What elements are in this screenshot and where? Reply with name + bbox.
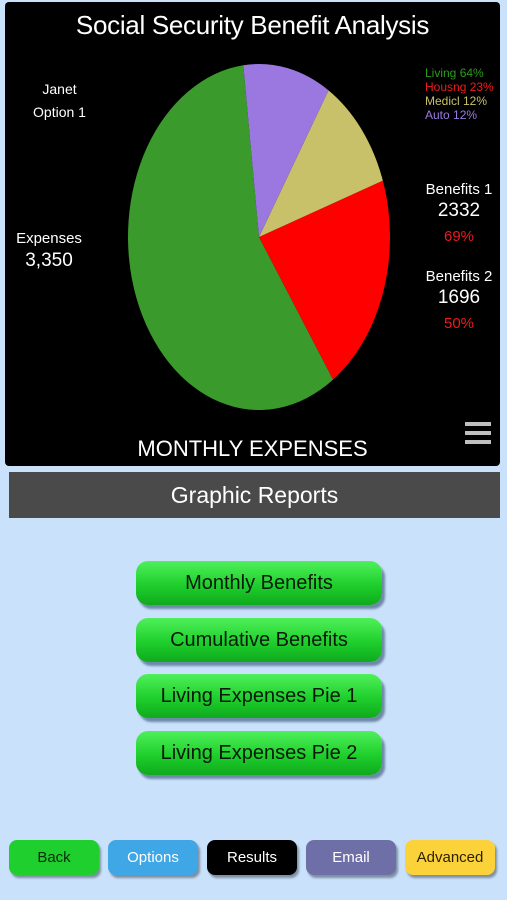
expenses-label: Expenses — [16, 230, 82, 247]
pie-slice-medicl — [259, 90, 383, 237]
benefits-2-label: Benefits 2 — [425, 268, 493, 285]
section-header: Graphic Reports — [9, 472, 500, 518]
benefits-1-label: Benefits 1 — [425, 181, 493, 198]
benefits-2-percent: 50% — [443, 315, 475, 332]
menu-icon-line — [465, 440, 491, 444]
user-name: Janet — [42, 81, 77, 97]
monthly-benefits-button[interactable]: Monthly Benefits — [136, 561, 382, 605]
menu-icon-line — [465, 422, 491, 426]
cumulative-benefits-button[interactable]: Cumulative Benefits — [136, 618, 382, 662]
legend-item-medical: Medicl 12% — [425, 94, 488, 108]
expenses-value: 3,350 — [25, 250, 73, 271]
pie-slice-living — [128, 65, 334, 410]
email-button[interactable]: Email — [306, 840, 396, 875]
back-button[interactable]: Back — [9, 840, 99, 875]
advanced-button[interactable]: Advanced — [405, 840, 495, 875]
options-button[interactable]: Options — [108, 840, 198, 875]
chart-caption: MONTHLY EXPENSES — [137, 436, 368, 461]
expenses-pie-chart — [128, 63, 390, 410]
benefits-1-value: 2332 — [437, 200, 481, 221]
pie-slice-housng — [259, 180, 390, 380]
chart-legend: Living 64% Housng 23% Medicl 12% Auto 12… — [425, 66, 494, 122]
benefits-1-block: Benefits 1 2332 69% — [423, 181, 495, 245]
page-title: Social Security Benefit Analysis — [75, 10, 430, 40]
living-expenses-pie-2-button[interactable]: Living Expenses Pie 2 — [136, 731, 382, 775]
menu-icon-line — [465, 431, 491, 435]
benefits-2-value: 1696 — [437, 287, 481, 308]
hamburger-menu-icon[interactable] — [465, 422, 491, 448]
benefits-2-block: Benefits 2 1696 50% — [423, 268, 495, 332]
legend-item-housing: Housng 23% — [425, 80, 494, 94]
legend-item-living: Living 64% — [425, 66, 484, 80]
option-label: Option 1 — [33, 104, 86, 120]
chart-panel: Social Security Benefit Analysis Janet O… — [5, 2, 500, 466]
legend-item-auto: Auto 12% — [425, 108, 478, 122]
pie-slice-auto — [243, 63, 329, 237]
results-button[interactable]: Results — [207, 840, 297, 875]
benefits-1-percent: 69% — [443, 228, 475, 245]
living-expenses-pie-1-button[interactable]: Living Expenses Pie 1 — [136, 674, 382, 718]
